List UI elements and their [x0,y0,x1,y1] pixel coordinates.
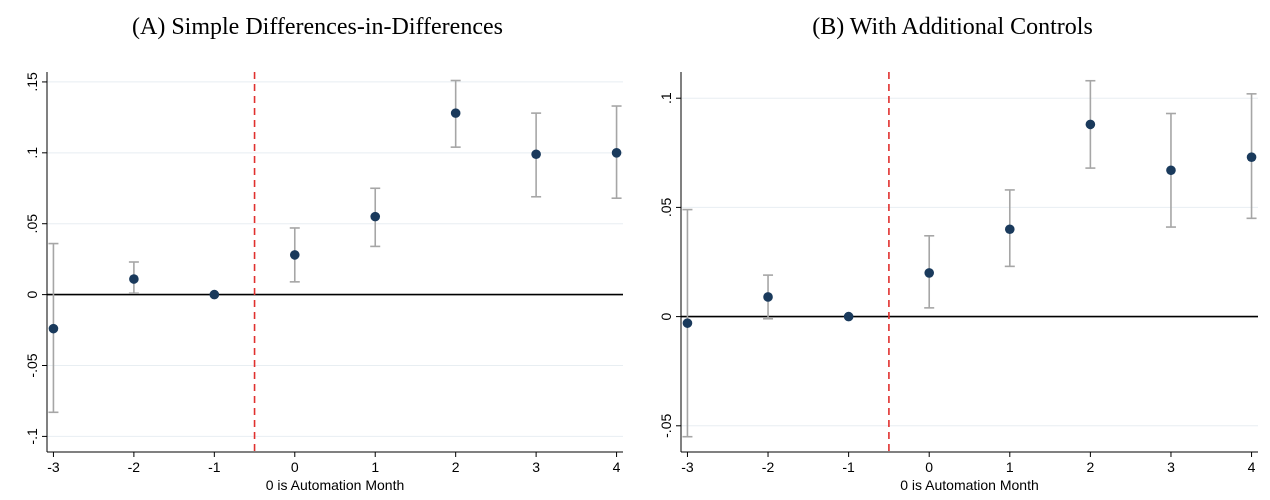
x-tick-label: 0 [925,459,933,475]
y-tick-label: -.05 [24,353,40,377]
y-tick-label: .05 [658,197,674,217]
x-tick-label: -2 [762,459,775,475]
chart-a: -.1 -.05 0 .05 .1 .15 -3 -2 -1 0 1 2 3 4 0 is Automati… [24,72,623,493]
x-axis-title: 0 is Automation Month [266,477,405,493]
data-point [48,323,59,334]
y-tick-label: -.05 [658,414,674,438]
chart-title: (B) With Additional Controls [812,14,1093,40]
x-tick-label: -3 [47,459,60,475]
chart-b: -.05 0 .05 .1 -3 -2 -1 0 1 2 3 4 0 is Automation Mon… [658,72,1258,493]
data-point [843,311,854,322]
data-point [1166,165,1176,176]
x-tick-label: 3 [1167,459,1175,475]
data-point [1004,224,1015,235]
data-point [531,149,541,160]
data-point [682,318,693,328]
x-tick-label: 2 [1086,459,1094,475]
y-tick-label: 0 [24,291,40,299]
data-point [611,148,622,158]
data-point [129,274,139,284]
y-tick-label: .05 [24,214,40,234]
y-tick-label: 0 [658,312,674,320]
chart-title: (A) Simple Differences-in-Differences [132,14,503,40]
panel-a: (A) Simple Differences-in-Differences -.… [24,14,623,493]
data-point [370,211,381,222]
data-point [209,289,220,300]
x-tick-label: -3 [681,459,694,475]
data-point [1246,152,1257,162]
data-point [763,292,773,302]
x-tick-label: 1 [1006,459,1014,475]
x-tick-label: 4 [613,459,621,475]
x-tick-label: 1 [371,459,379,475]
x-axis-title: 0 is Automation Month [900,477,1039,493]
data-point [1085,119,1096,130]
x-tick-label: -1 [208,459,221,475]
x-tick-label: 4 [1248,459,1256,475]
data-point [450,108,461,118]
data-point [924,268,935,278]
data-point [289,250,300,260]
x-tick-label: -1 [842,459,855,475]
y-tick-label: .1 [24,147,40,159]
x-tick-label: 2 [452,459,460,475]
x-tick-label: 3 [532,459,540,475]
y-tick-label: -.1 [24,428,40,445]
y-tick-label: .15 [24,72,40,92]
y-tick-label: .1 [658,92,674,104]
x-tick-label: -2 [128,459,141,475]
panel-b: (B) With Additional Controls -.05 0.05.1-… [635,0,1270,500]
x-tick-label: 0 [291,459,299,475]
